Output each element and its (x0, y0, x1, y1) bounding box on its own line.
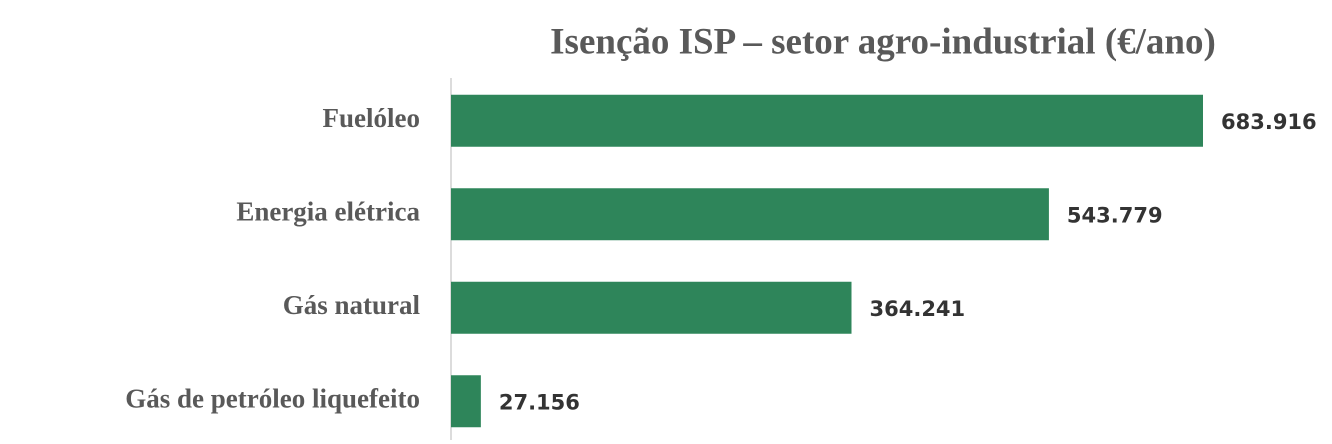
bar (451, 188, 1049, 241)
category-label: Gás de petróleo liquefeito (125, 383, 420, 413)
value-label: 27.156 (499, 390, 580, 414)
value-label: 364.241 (870, 297, 966, 321)
bar (451, 281, 852, 334)
category-label: Gás natural (283, 290, 421, 320)
bar (451, 375, 481, 428)
value-label: 683.916 (1221, 110, 1317, 134)
chart-title: Isenção ISP – setor agro-industrial (€/a… (550, 21, 1216, 62)
category-label: Energia elétrica (236, 196, 420, 226)
bar (451, 94, 1203, 147)
value-label: 543.779 (1067, 203, 1163, 227)
category-label: Fuelóleo (323, 103, 420, 133)
